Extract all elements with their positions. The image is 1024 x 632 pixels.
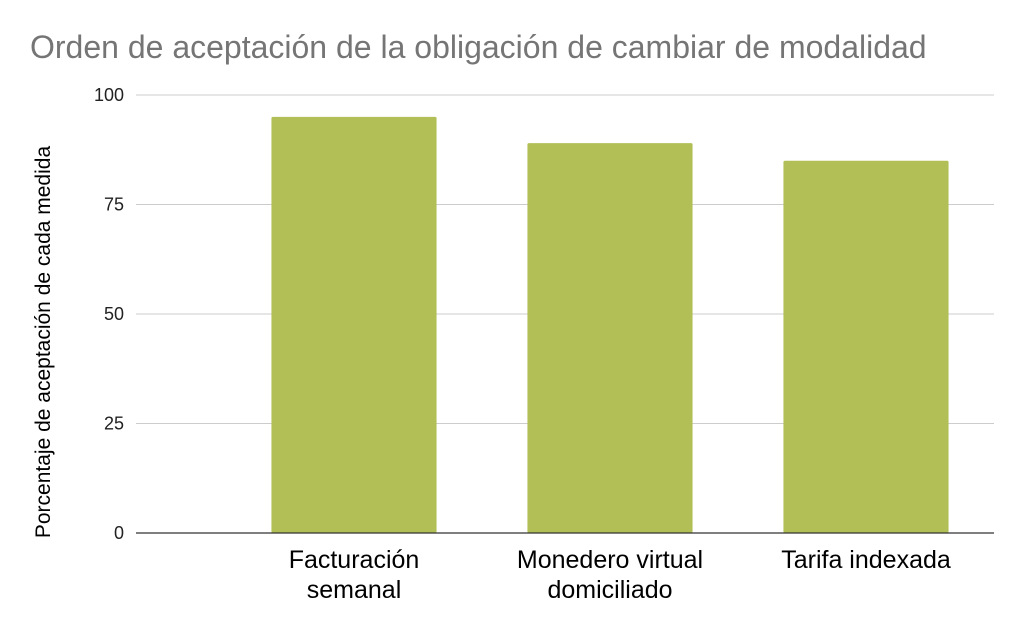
y-axis-label: Porcentaje de aceptación de cada medida bbox=[32, 146, 55, 539]
y-tick-label: 25 bbox=[104, 414, 124, 434]
x-tick-label-line: Facturación bbox=[289, 546, 420, 574]
y-tick-labels: 0 25 50 75 100 bbox=[94, 85, 124, 543]
bar-1 bbox=[527, 143, 693, 533]
y-tick-label: 50 bbox=[104, 304, 124, 324]
x-tick-label: Tarifa indexada bbox=[781, 546, 951, 574]
y-tick-label: 0 bbox=[114, 523, 124, 543]
y-tick-label: 100 bbox=[94, 85, 124, 105]
x-tick-label-line: domiciliado bbox=[547, 576, 672, 604]
chart-title: Orden de aceptación de la obligación de … bbox=[30, 29, 927, 65]
bar-0 bbox=[271, 116, 437, 534]
x-tick-label-line: Monedero virtual bbox=[517, 546, 703, 574]
x-tick-label-line: Tarifa indexada bbox=[781, 546, 951, 574]
x-tick-label: Monedero virtual domiciliado bbox=[517, 546, 703, 604]
bar-2 bbox=[783, 160, 949, 533]
bars bbox=[271, 116, 949, 534]
x-tick-label-line: semanal bbox=[307, 576, 402, 604]
x-tick-labels: Facturación semanal Monedero virtual domici… bbox=[289, 546, 951, 604]
y-tick-label: 75 bbox=[104, 195, 124, 215]
x-tick-label: Facturación semanal bbox=[289, 546, 420, 604]
